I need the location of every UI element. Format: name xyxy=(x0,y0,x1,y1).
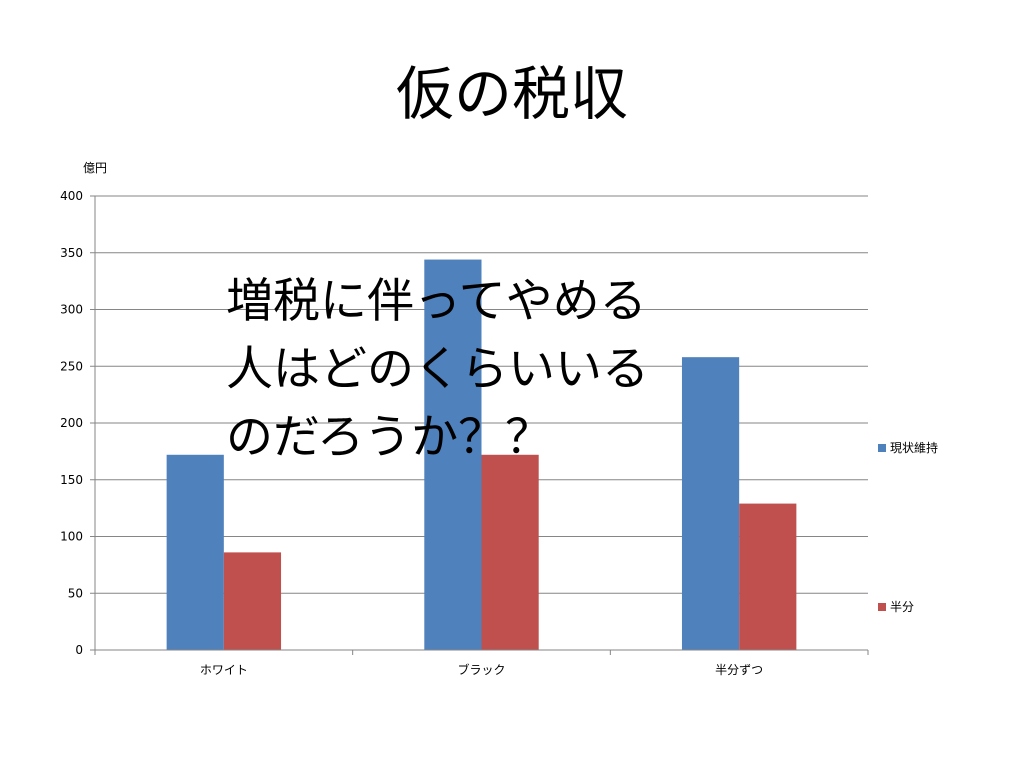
category-labels: ホワイト ブラック 半分ずつ xyxy=(200,662,763,677)
bar-2-3 xyxy=(739,503,797,650)
legend-swatch xyxy=(878,444,886,452)
y-tick-label: 150 xyxy=(60,473,83,487)
y-tick-label: 250 xyxy=(60,359,83,373)
y-tick-label: 350 xyxy=(60,246,83,260)
overlay-line-2: 人はどのくらいいる xyxy=(226,342,649,397)
slide-title: 仮の税収 xyxy=(395,60,628,128)
overlay-line-1: 増税に伴ってやめる xyxy=(226,274,647,329)
legend-label: 現状維持 xyxy=(890,440,938,455)
y-axis-unit-label: 億円 xyxy=(83,161,107,175)
overlay-question-text: 増税に伴ってやめる 人はどのくらいいる のだろうか？？ xyxy=(226,268,746,472)
axes xyxy=(94,196,869,655)
category-label: 半分ずつ xyxy=(715,663,763,677)
y-tick-label: 400 xyxy=(60,189,83,203)
overlay-line-3: のだろうか？？ xyxy=(226,410,553,465)
bar-1-2 xyxy=(424,259,482,650)
bar-2-1 xyxy=(223,552,282,650)
y-tick-label: 0 xyxy=(75,643,83,657)
bar-2-2 xyxy=(481,454,539,650)
legend-label: 半分 xyxy=(890,600,914,614)
y-tick-label: 50 xyxy=(68,586,83,600)
y-tick-labels: 0 50 100 150 200 250 300 350 400 xyxy=(60,189,83,657)
y-tick-label: 300 xyxy=(60,303,83,317)
legend-swatch xyxy=(878,603,886,611)
bar-1-1 xyxy=(166,454,224,650)
y-tick-label: 100 xyxy=(60,530,83,544)
category-label: ブラック xyxy=(457,662,505,677)
category-label: ホワイト xyxy=(200,663,248,677)
bar-1-3 xyxy=(681,357,740,650)
y-tick-label: 200 xyxy=(60,416,83,430)
bars xyxy=(166,259,797,650)
